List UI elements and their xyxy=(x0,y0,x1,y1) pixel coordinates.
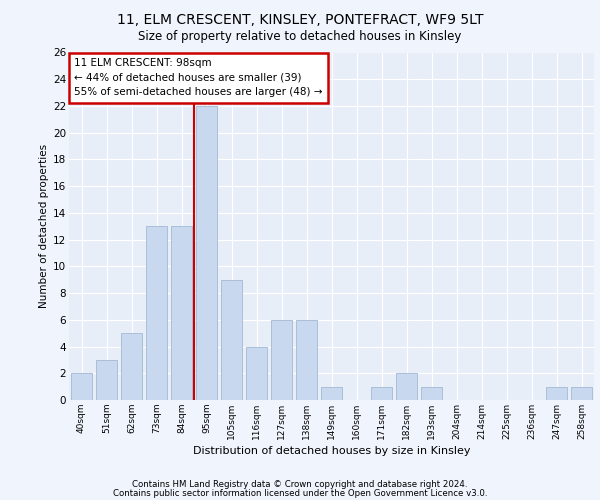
Bar xyxy=(271,320,292,400)
Bar xyxy=(396,374,417,400)
Text: Contains public sector information licensed under the Open Government Licence v3: Contains public sector information licen… xyxy=(113,489,487,498)
Text: Contains HM Land Registry data © Crown copyright and database right 2024.: Contains HM Land Registry data © Crown c… xyxy=(132,480,468,489)
Bar xyxy=(321,386,342,400)
Text: 11, ELM CRESCENT, KINSLEY, PONTEFRACT, WF9 5LT: 11, ELM CRESCENT, KINSLEY, PONTEFRACT, W… xyxy=(117,12,483,26)
Bar xyxy=(571,386,592,400)
Bar xyxy=(546,386,567,400)
Bar xyxy=(121,333,142,400)
Bar xyxy=(421,386,442,400)
Text: Size of property relative to detached houses in Kinsley: Size of property relative to detached ho… xyxy=(139,30,461,43)
Bar xyxy=(296,320,317,400)
Text: 11 ELM CRESCENT: 98sqm
← 44% of detached houses are smaller (39)
55% of semi-det: 11 ELM CRESCENT: 98sqm ← 44% of detached… xyxy=(74,58,323,98)
Bar xyxy=(96,360,117,400)
Bar xyxy=(71,374,92,400)
Bar xyxy=(196,106,217,400)
Bar xyxy=(171,226,192,400)
Bar xyxy=(246,346,267,400)
Bar xyxy=(371,386,392,400)
Bar xyxy=(221,280,242,400)
X-axis label: Distribution of detached houses by size in Kinsley: Distribution of detached houses by size … xyxy=(193,446,470,456)
Y-axis label: Number of detached properties: Number of detached properties xyxy=(39,144,49,308)
Bar xyxy=(146,226,167,400)
